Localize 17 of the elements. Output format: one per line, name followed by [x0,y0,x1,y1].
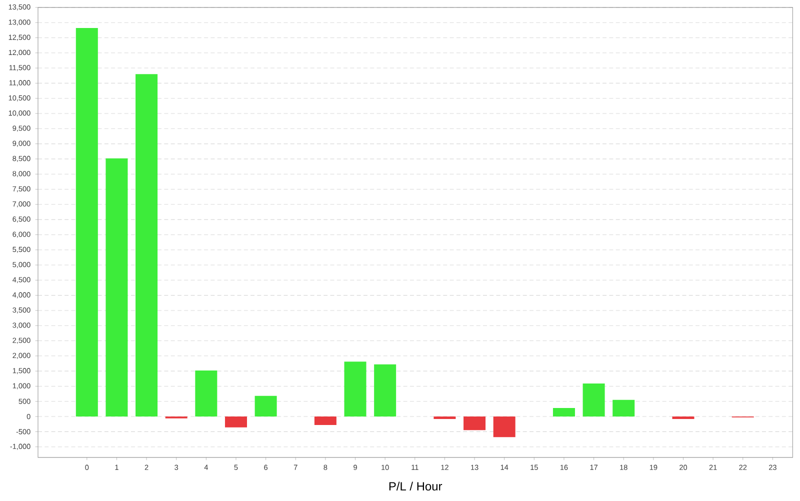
x-axis-title: P/L / Hour [389,482,442,490]
bar [136,74,158,416]
bar [552,408,575,416]
bar [224,416,247,428]
bar [493,416,516,437]
bar [76,28,98,416]
bar [254,396,277,416]
bar [582,383,605,416]
bar [672,416,694,419]
bar [434,416,456,419]
bar [374,364,396,416]
bar [106,158,128,416]
bar [344,361,366,416]
bar [464,416,486,430]
bar [314,416,336,425]
bar [195,370,218,416]
bar [612,400,635,416]
